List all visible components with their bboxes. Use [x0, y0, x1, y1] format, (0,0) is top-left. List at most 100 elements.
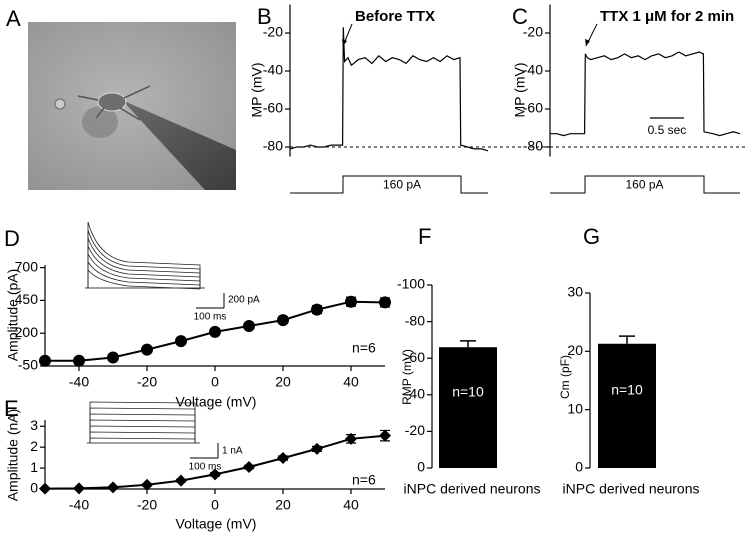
x-tick-label: -20	[137, 497, 157, 513]
inset-trace	[89, 425, 196, 443]
inset-trace	[89, 437, 196, 443]
micrograph	[28, 22, 236, 190]
y-tick-label: 1	[30, 459, 38, 475]
y-axis-label: MP (mV)	[512, 63, 528, 118]
bar-annotation: n=10	[452, 383, 484, 399]
x-tick-label: 0	[211, 374, 219, 390]
y-tick-label: 200	[15, 324, 39, 340]
y-tick-label: -20	[405, 422, 425, 438]
marker	[277, 452, 289, 465]
annotation: TTX 1 μM for 2 min	[600, 8, 734, 25]
marker	[311, 303, 323, 316]
inset-scale-label: 100 ms	[194, 312, 227, 323]
y-tick-label: 20	[567, 342, 583, 358]
y-tick-label: 2	[30, 438, 38, 454]
y-tick-label: 0	[30, 480, 38, 496]
marker	[243, 461, 255, 474]
stimulus-label: 160 pA	[383, 178, 421, 192]
marker	[345, 432, 357, 445]
error-bar	[619, 335, 635, 344]
inset-trace	[87, 268, 201, 290]
bar	[439, 347, 497, 468]
x-axis-label: Voltage (mV)	[176, 516, 257, 532]
y-tick-label: -60	[523, 100, 543, 116]
marker	[311, 442, 323, 455]
debris	[54, 98, 66, 110]
marker	[39, 354, 51, 367]
x-tick-label: iNPC derived neurons	[404, 481, 541, 497]
y-axis-label: RMP (mV)	[400, 349, 414, 405]
inset-trace	[87, 253, 201, 288]
annotation: Before TTX	[355, 8, 435, 25]
x-tick-label: 20	[275, 497, 291, 513]
y-tick-label: -20	[263, 24, 283, 40]
stimulus-protocol	[550, 175, 740, 194]
y-tick-label: -20	[523, 24, 543, 40]
y-tick-label: -50	[18, 357, 38, 373]
x-tick-label: 20	[275, 374, 291, 390]
panel-label: A	[6, 6, 21, 31]
marker	[141, 478, 153, 491]
panel-label: E	[4, 396, 19, 421]
panel-label: B	[257, 4, 272, 29]
x-axis-label: Voltage (mV)	[176, 394, 257, 410]
y-tick-label: 3	[30, 417, 38, 433]
marker	[175, 335, 187, 348]
y-tick-label: -100	[397, 276, 425, 292]
panel-label: D	[4, 226, 20, 251]
inset-trace	[87, 245, 201, 288]
marker	[209, 468, 221, 481]
y-tick-label: -60	[263, 100, 283, 116]
y-axis-label: Cm (pF)	[558, 355, 572, 399]
arrow-head	[585, 39, 590, 46]
y-tick-label: -40	[405, 386, 425, 402]
trace	[289, 27, 489, 152]
x-tick-label: -40	[69, 497, 89, 513]
y-tick-label: -80	[405, 312, 425, 328]
marker	[141, 343, 153, 356]
marker	[175, 474, 187, 487]
y-tick-label: 700	[15, 258, 39, 274]
x-tick-label: -40	[69, 374, 89, 390]
marker	[73, 482, 85, 495]
inset-trace	[87, 221, 201, 288]
x-tick-label: 40	[343, 497, 359, 513]
error-bar	[460, 340, 476, 348]
y-tick-label: -80	[523, 138, 543, 154]
inset-trace	[89, 419, 196, 443]
y-tick-label: 0	[417, 459, 425, 475]
annotation: n=6	[352, 340, 376, 356]
marker	[73, 354, 85, 367]
shadow	[82, 106, 118, 138]
marker	[209, 325, 221, 338]
y-tick-label: -40	[263, 62, 283, 78]
arrow-head	[342, 39, 347, 46]
inset-trace	[87, 260, 201, 288]
annotation: n=6	[352, 472, 376, 488]
x-tick-label: 40	[343, 374, 359, 390]
neurite	[77, 85, 151, 121]
y-axis-label: Amplitude (nA)	[5, 409, 21, 502]
marker	[243, 319, 255, 332]
y-tick-label: -80	[263, 138, 283, 154]
x-tick-label: iNPC derived neurons	[563, 481, 700, 497]
bar	[598, 343, 656, 468]
panel-label: G	[583, 224, 600, 249]
y-tick-label: 450	[15, 291, 39, 307]
trace	[550, 51, 741, 137]
y-tick-label: 10	[567, 400, 583, 416]
marker	[379, 296, 391, 309]
y-tick-label: 30	[567, 284, 583, 300]
y-tick-label: -60	[405, 349, 425, 365]
marker	[107, 481, 119, 494]
y-tick-label: -40	[523, 62, 543, 78]
stimulus-label: 160 pA	[625, 178, 663, 192]
marker	[379, 429, 391, 442]
cell	[97, 92, 127, 112]
inset-trace	[89, 431, 196, 443]
y-axis-label: Amplitude (pA)	[5, 269, 21, 362]
marker	[39, 482, 51, 495]
marker	[107, 351, 119, 364]
stimulus-protocol	[290, 175, 488, 194]
